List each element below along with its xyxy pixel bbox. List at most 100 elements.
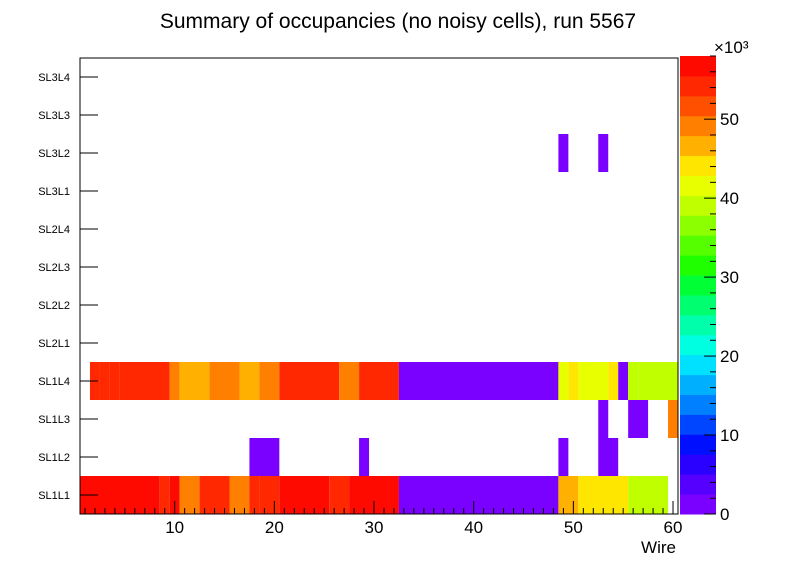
x-tick-label: 20 (265, 518, 284, 537)
palette-band (680, 454, 716, 475)
palette-band (680, 354, 716, 376)
color-palette (680, 56, 716, 515)
heatmap-cell-sl1l4 (608, 362, 619, 400)
chart-title: Summary of occupancies (no noisy cells),… (160, 10, 636, 33)
heatmap-cell-sl1l4 (169, 362, 180, 400)
palette-band (680, 294, 716, 316)
y-tick-label: SL1L2 (38, 452, 70, 464)
heatmap-cell-sl1l4 (279, 362, 340, 400)
palette-band (680, 474, 716, 495)
y-tick-label: SL2L1 (38, 338, 70, 350)
heatmap-cell-sl1l4 (209, 362, 240, 400)
heatmap-cell-sl1l4 (558, 362, 569, 400)
y-tick-label: SL1L3 (38, 414, 70, 426)
heatmap-cell-sl1l1 (398, 476, 559, 514)
z-axis: 0 10 20 30 40 50 (704, 55, 739, 524)
y-tick-label: SL1L1 (38, 490, 70, 502)
heatmap-cell-sl1l4 (359, 362, 399, 400)
heatmap-cell-sl1l4 (618, 362, 629, 400)
z-tick-label: 40 (720, 189, 739, 208)
heatmap-cell-sl1l4 (99, 362, 110, 400)
palette-band (680, 414, 716, 435)
palette-band (680, 135, 716, 157)
heatmap-cell-sl1l1 (179, 476, 200, 514)
palette-band (680, 334, 716, 356)
heatmap-cell-sl1l3 (598, 400, 609, 438)
heatmap-cell-sl3l2 (558, 134, 569, 172)
palette-band (680, 75, 716, 97)
palette-band (680, 56, 716, 77)
palette-band (680, 394, 716, 415)
palette-band (680, 235, 716, 256)
heatmap-cell-sl1l4 (339, 362, 360, 400)
heatmap-cells (80, 134, 678, 514)
y-axis: SL1L1 SL1L2 SL1L3 SL1L4 SL2L1 SL2L2 SL2L3 SL2L4… (38, 72, 98, 502)
heatmap-cell-sl1l4 (239, 362, 260, 400)
heatmap-cell-sl1l1 (249, 476, 260, 514)
z-tick-label: 50 (720, 110, 739, 129)
heatmap-cell-sl1l1 (558, 476, 579, 514)
palette-band (680, 374, 716, 396)
heatmap-cell-sl1l4 (628, 362, 639, 400)
palette-band (680, 195, 716, 216)
heatmap-cell-sl1l1 (169, 476, 180, 514)
heatmap-cell-sl1l1 (199, 476, 230, 514)
heatmap-cell-sl1l1 (229, 476, 250, 514)
heatmap-cell-sl1l4 (638, 362, 678, 400)
heatmap-cell-sl1l1 (279, 476, 330, 514)
z-tick-label: 0 (720, 505, 729, 524)
heatmap-cell-sl1l2 (249, 438, 280, 476)
y-tick-label: SL3L3 (38, 110, 70, 122)
heatmap-cell-sl1l1 (578, 476, 629, 514)
x-tick-label: 60 (664, 518, 683, 537)
heatmap-cell-sl1l3 (668, 400, 678, 438)
heatmap-cell-sl1l1 (329, 476, 350, 514)
palette-band (680, 494, 716, 515)
heatmap-cell-sl1l1 (628, 476, 669, 514)
z-tick-label: 30 (720, 268, 739, 287)
heatmap-cell-sl1l3 (628, 400, 649, 438)
z-tick-label: 20 (720, 347, 739, 366)
heatmap-cell-sl1l1 (388, 476, 399, 514)
heatmap-cell-sl1l4 (179, 362, 210, 400)
palette-band (680, 215, 716, 236)
x-tick-label: 30 (365, 518, 384, 537)
palette-band (680, 314, 716, 336)
palette-band (680, 115, 716, 137)
palette-band (680, 175, 716, 196)
palette-band (680, 275, 716, 296)
heatmap-cell-sl1l4 (578, 362, 609, 400)
plot-frame (79, 57, 679, 515)
x-axis: 10 20 30 40 50 60 (84, 501, 683, 537)
heatmap-cell-sl1l2 (598, 438, 619, 476)
palette-band (680, 95, 716, 117)
y-tick-label: SL2L3 (38, 262, 70, 274)
heatmap-cell-sl1l4 (119, 362, 170, 400)
x-axis-label: Wire (641, 538, 676, 557)
heatmap-cell-sl1l4 (259, 362, 280, 400)
y-tick-label: SL1L4 (38, 376, 70, 388)
palette-band (680, 434, 716, 455)
y-tick-label: SL3L1 (38, 186, 70, 198)
heatmap-cell-sl1l4 (398, 362, 559, 400)
heatmap-cell-sl1l2 (558, 438, 569, 476)
heatmap-cell-sl3l2 (598, 134, 609, 172)
palette-band (680, 255, 716, 276)
heatmap-cell-sl1l1 (259, 476, 280, 514)
heatmap-cell-sl1l1 (159, 476, 170, 514)
heatmap-cell-sl1l2 (359, 438, 370, 476)
palette-band (680, 155, 716, 176)
heatmap-cell-sl1l4 (109, 362, 120, 400)
y-tick-label: SL2L4 (38, 224, 70, 236)
x-tick-label: 50 (564, 518, 583, 537)
z-tick-label: 10 (720, 426, 739, 445)
z-axis-multiplier: ×10³ (714, 38, 749, 57)
heatmap-cell-sl1l1 (349, 476, 389, 514)
heatmap-cell-sl1l4 (568, 362, 579, 400)
x-tick-label: 10 (165, 518, 184, 537)
y-tick-label: SL3L2 (38, 148, 70, 160)
y-tick-label: SL3L4 (38, 72, 70, 84)
y-tick-label: SL2L2 (38, 300, 70, 312)
x-tick-label: 40 (464, 518, 483, 537)
